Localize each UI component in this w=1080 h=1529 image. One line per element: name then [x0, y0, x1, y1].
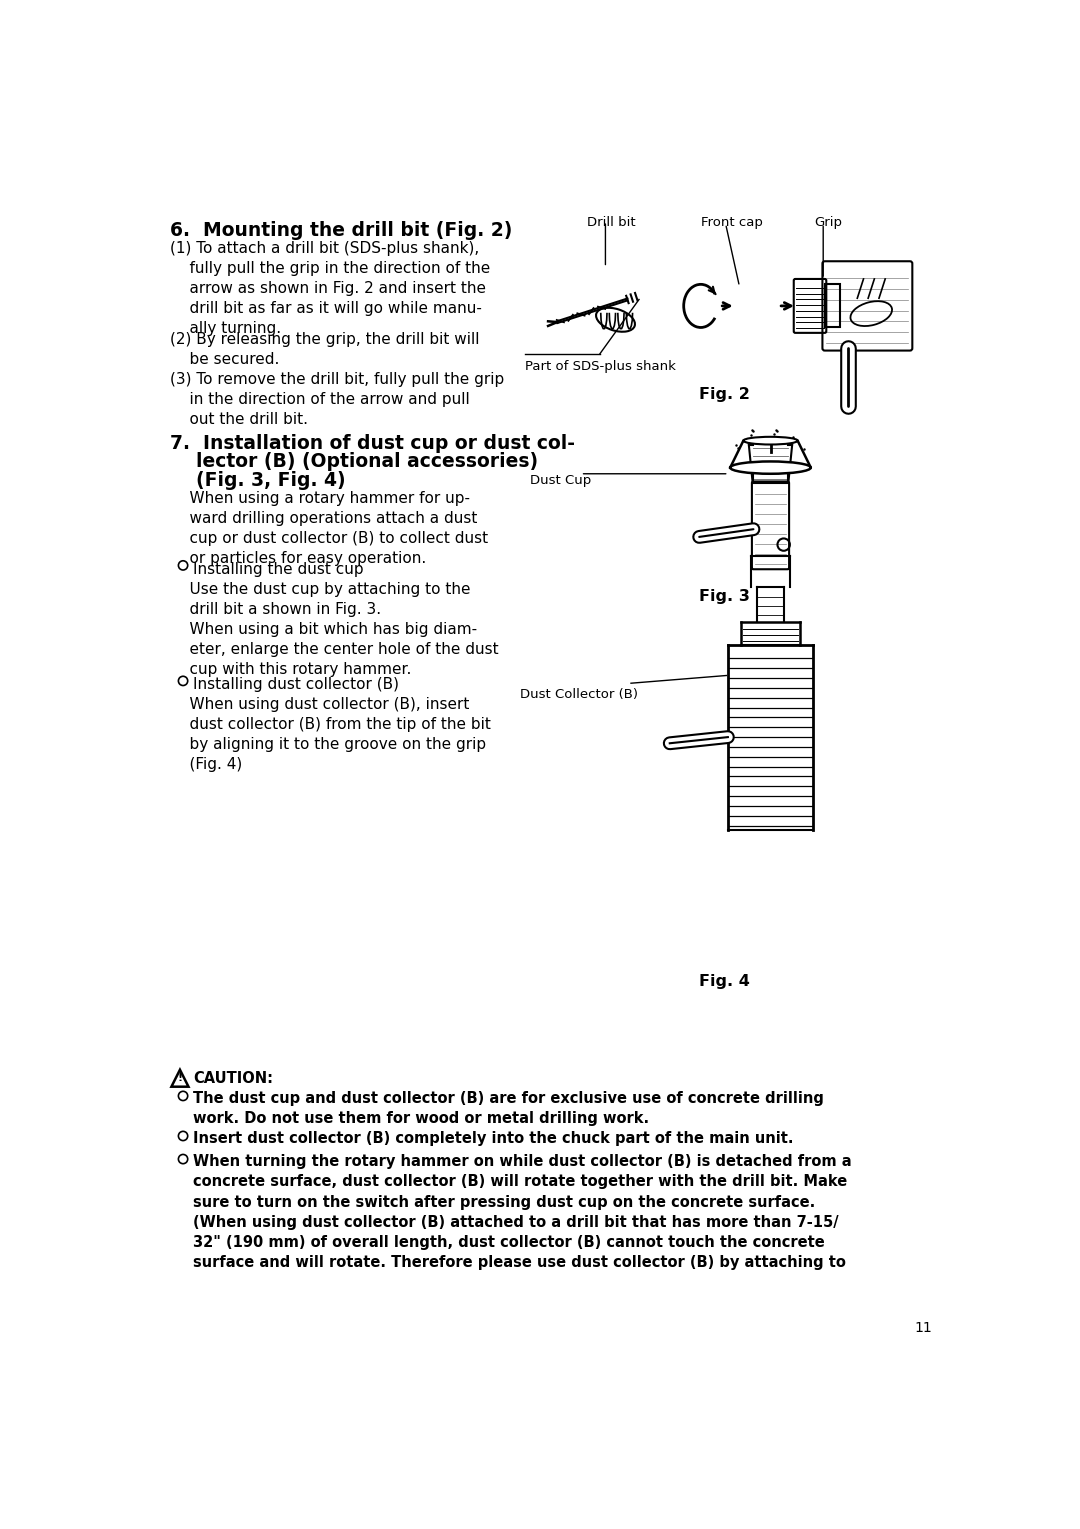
Text: Use the dust cup by attaching to the
    drill bit a shown in Fig. 3.: Use the dust cup by attaching to the dri…	[170, 581, 471, 616]
Text: Installing the dust cup: Installing the dust cup	[193, 561, 364, 576]
Ellipse shape	[730, 462, 811, 474]
Text: CAUTION:: CAUTION:	[193, 1072, 273, 1086]
Text: The dust cup and dust collector (B) are for exclusive use of concrete drilling
w: The dust cup and dust collector (B) are …	[193, 1092, 824, 1127]
Text: When using a bit which has big diam-
    eter, enlarge the center hole of the du: When using a bit which has big diam- ete…	[170, 622, 499, 677]
Bar	[825, 284, 840, 327]
Bar	[753, 445, 788, 483]
Text: When turning the rotary hammer on while dust collector (B) is detached from a
co: When turning the rotary hammer on while …	[193, 1154, 852, 1269]
Text: Dust Cup: Dust Cup	[530, 474, 592, 486]
Text: Grip: Grip	[814, 216, 842, 229]
Text: Fig. 2: Fig. 2	[699, 387, 750, 402]
Text: 6.  Mounting the drill bit (Fig. 2): 6. Mounting the drill bit (Fig. 2)	[170, 222, 512, 240]
Text: lector (B) (Optional accessories): lector (B) (Optional accessories)	[170, 453, 538, 471]
Text: Dust Collector (B): Dust Collector (B)	[521, 688, 638, 700]
Text: Part of SDS-plus shank: Part of SDS-plus shank	[525, 359, 676, 373]
Text: Fig. 4: Fig. 4	[699, 974, 750, 989]
Text: !: !	[177, 1073, 183, 1083]
Text: (2) By releasing the grip, the drill bit will
    be secured.: (2) By releasing the grip, the drill bit…	[170, 332, 480, 367]
Text: (3) To remove the drill bit, fully pull the grip
    in the direction of the arr: (3) To remove the drill bit, fully pull …	[170, 372, 504, 427]
Text: Drill bit: Drill bit	[586, 216, 635, 229]
Text: 7.  Installation of dust cup or dust col-: 7. Installation of dust cup or dust col-	[170, 434, 575, 453]
Polygon shape	[730, 440, 811, 468]
Text: (Fig. 3, Fig. 4): (Fig. 3, Fig. 4)	[170, 471, 346, 489]
Text: 11: 11	[914, 1321, 932, 1335]
Text: Installing dust collector (B): Installing dust collector (B)	[193, 677, 400, 693]
Text: Insert dust collector (B) completely into the chuck part of the main unit.: Insert dust collector (B) completely int…	[193, 1131, 794, 1147]
Text: (1) To attach a drill bit (SDS-plus shank),
    fully pull the grip in the direc: (1) To attach a drill bit (SDS-plus shan…	[170, 242, 490, 336]
Text: Fig. 3: Fig. 3	[699, 589, 750, 604]
Text: When using dust collector (B), insert
    dust collector (B) from the tip of the: When using dust collector (B), insert du…	[170, 697, 490, 772]
Text: Front cap: Front cap	[701, 216, 762, 229]
Text: When using a rotary hammer for up-
    ward drilling operations attach a dust
  : When using a rotary hammer for up- ward …	[170, 491, 488, 566]
Ellipse shape	[743, 437, 798, 445]
